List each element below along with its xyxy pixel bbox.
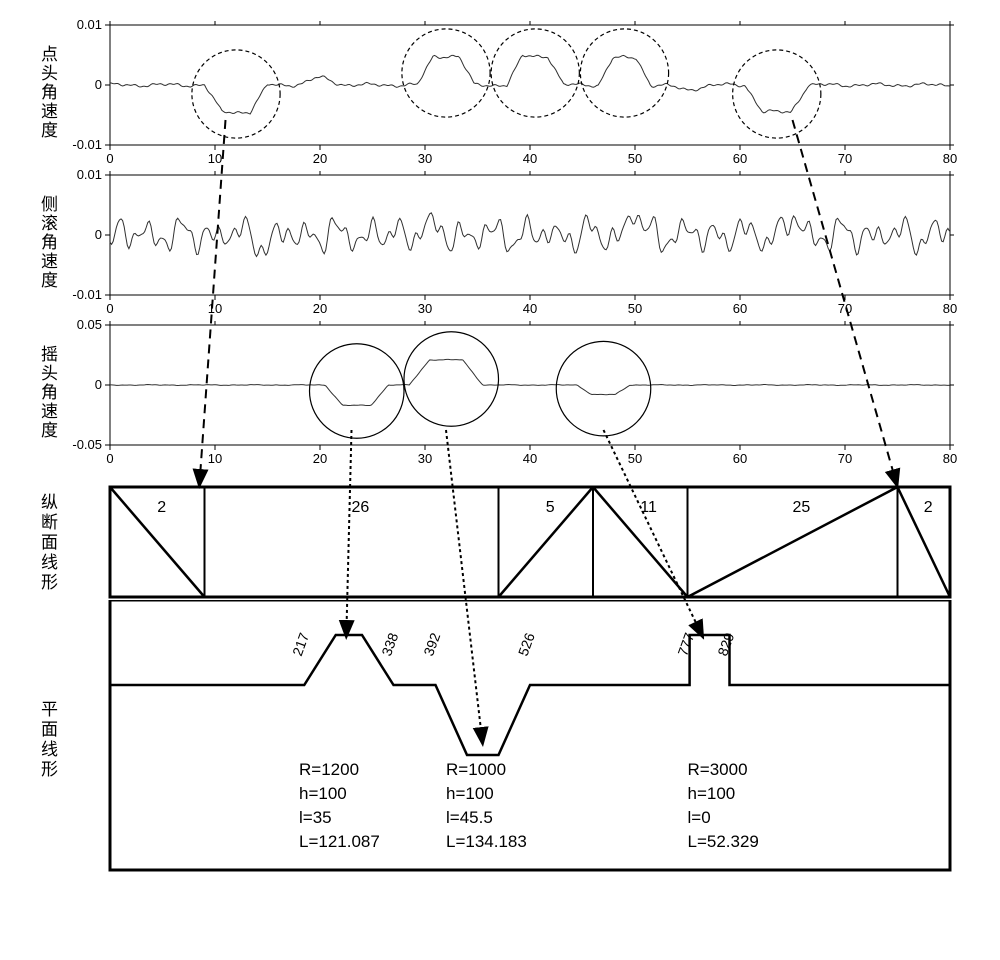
svg-text:h=100: h=100 [446,784,494,803]
svg-text:50: 50 [628,301,642,315]
svg-text:0: 0 [95,77,102,92]
svg-text:50: 50 [628,151,642,165]
svg-text:30: 30 [418,151,432,165]
svg-text:11: 11 [640,499,657,516]
svg-text:0.05: 0.05 [77,320,102,332]
svg-text:0.01: 0.01 [77,170,102,182]
svg-text:30: 30 [418,451,432,465]
svg-text:R=1200: R=1200 [299,760,359,779]
ylabel-pitch: 点头角速度 [20,45,60,140]
chart-pitch: -0.01 0 0.01 0 10 20 30 40 50 60 70 80 [60,20,960,165]
svg-text:30: 30 [418,301,432,315]
svg-text:R=3000: R=3000 [688,760,748,779]
svg-text:26: 26 [352,499,370,516]
svg-text:10: 10 [208,451,222,465]
svg-text:2: 2 [157,499,166,516]
svg-text:20: 20 [313,151,327,165]
svg-text:217: 217 [289,630,312,658]
svg-text:80: 80 [943,451,957,465]
svg-text:2: 2 [924,499,933,516]
svg-text:10: 10 [208,301,222,315]
svg-text:60: 60 [733,451,747,465]
svg-text:0: 0 [106,451,113,465]
svg-text:40: 40 [523,451,537,465]
svg-text:40: 40 [523,301,537,315]
svg-text:80: 80 [943,301,957,315]
svg-text:L=121.087: L=121.087 [299,832,380,851]
svg-text:70: 70 [838,301,852,315]
chart-roll: -0.01 0 0.01 0 10 20 30 40 50 60 70 80 [60,170,960,315]
plan-diagram: 217338392526777829R=1200h=100l=35L=121.0… [60,600,960,880]
ylabel-roll: 侧滚角速度 [20,195,60,290]
svg-text:60: 60 [733,301,747,315]
profile-section: 纵断面线形 2 26 5 11 25 2 [20,485,980,600]
chart-yaw: -0.05 0 0.05 0 10 20 30 40 50 60 70 80 [60,320,960,465]
svg-text:L=134.183: L=134.183 [446,832,527,851]
svg-text:-0.01: -0.01 [72,287,102,302]
svg-text:0: 0 [106,301,113,315]
svg-text:25: 25 [793,499,811,516]
svg-text:40: 40 [523,151,537,165]
svg-text:l=35: l=35 [299,808,332,827]
svg-text:70: 70 [838,451,852,465]
profile-ylabel: 纵断面线形 [20,493,60,593]
plan-section: 平面线形 217338392526777829R=1200h=100l=35L=… [20,600,980,880]
svg-text:L=52.329: L=52.329 [688,832,759,851]
svg-text:h=100: h=100 [688,784,736,803]
svg-text:10: 10 [208,151,222,165]
svg-text:60: 60 [733,151,747,165]
svg-text:-0.05: -0.05 [72,437,102,452]
svg-text:338: 338 [378,630,401,658]
chart-row-yaw: 摇头角速度 -0.05 0 0.05 0 10 20 30 40 50 60 70 80 [20,320,980,465]
svg-text:R=1000: R=1000 [446,760,506,779]
chart-row-pitch: 点头角速度 -0.01 0 0.01 0 10 20 30 40 50 60 70 80 [20,20,980,165]
svg-text:l=0: l=0 [688,808,711,827]
svg-text:20: 20 [313,301,327,315]
svg-text:0: 0 [95,377,102,392]
svg-text:20: 20 [313,451,327,465]
plan-ylabel: 平面线形 [20,700,60,780]
svg-text:70: 70 [838,151,852,165]
svg-text:392: 392 [420,630,443,658]
svg-text:526: 526 [515,630,538,658]
svg-text:0.01: 0.01 [77,20,102,32]
svg-text:0: 0 [95,227,102,242]
chart-row-roll: 侧滚角速度 -0.01 0 0.01 0 10 20 30 40 50 60 70 80 [20,170,980,315]
svg-text:80: 80 [943,151,957,165]
ylabel-yaw: 摇头角速度 [20,345,60,440]
svg-text:0: 0 [106,151,113,165]
svg-text:5: 5 [546,499,555,516]
svg-text:h=100: h=100 [299,784,347,803]
figure-root: 点头角速度 -0.0100.0101020304050607080 侧滚角速度 … [20,20,980,880]
profile-diagram: 2 26 5 11 25 2 [60,485,960,600]
svg-text:-0.01: -0.01 [72,137,102,152]
svg-text:50: 50 [628,451,642,465]
svg-text:l=45.5: l=45.5 [446,808,493,827]
